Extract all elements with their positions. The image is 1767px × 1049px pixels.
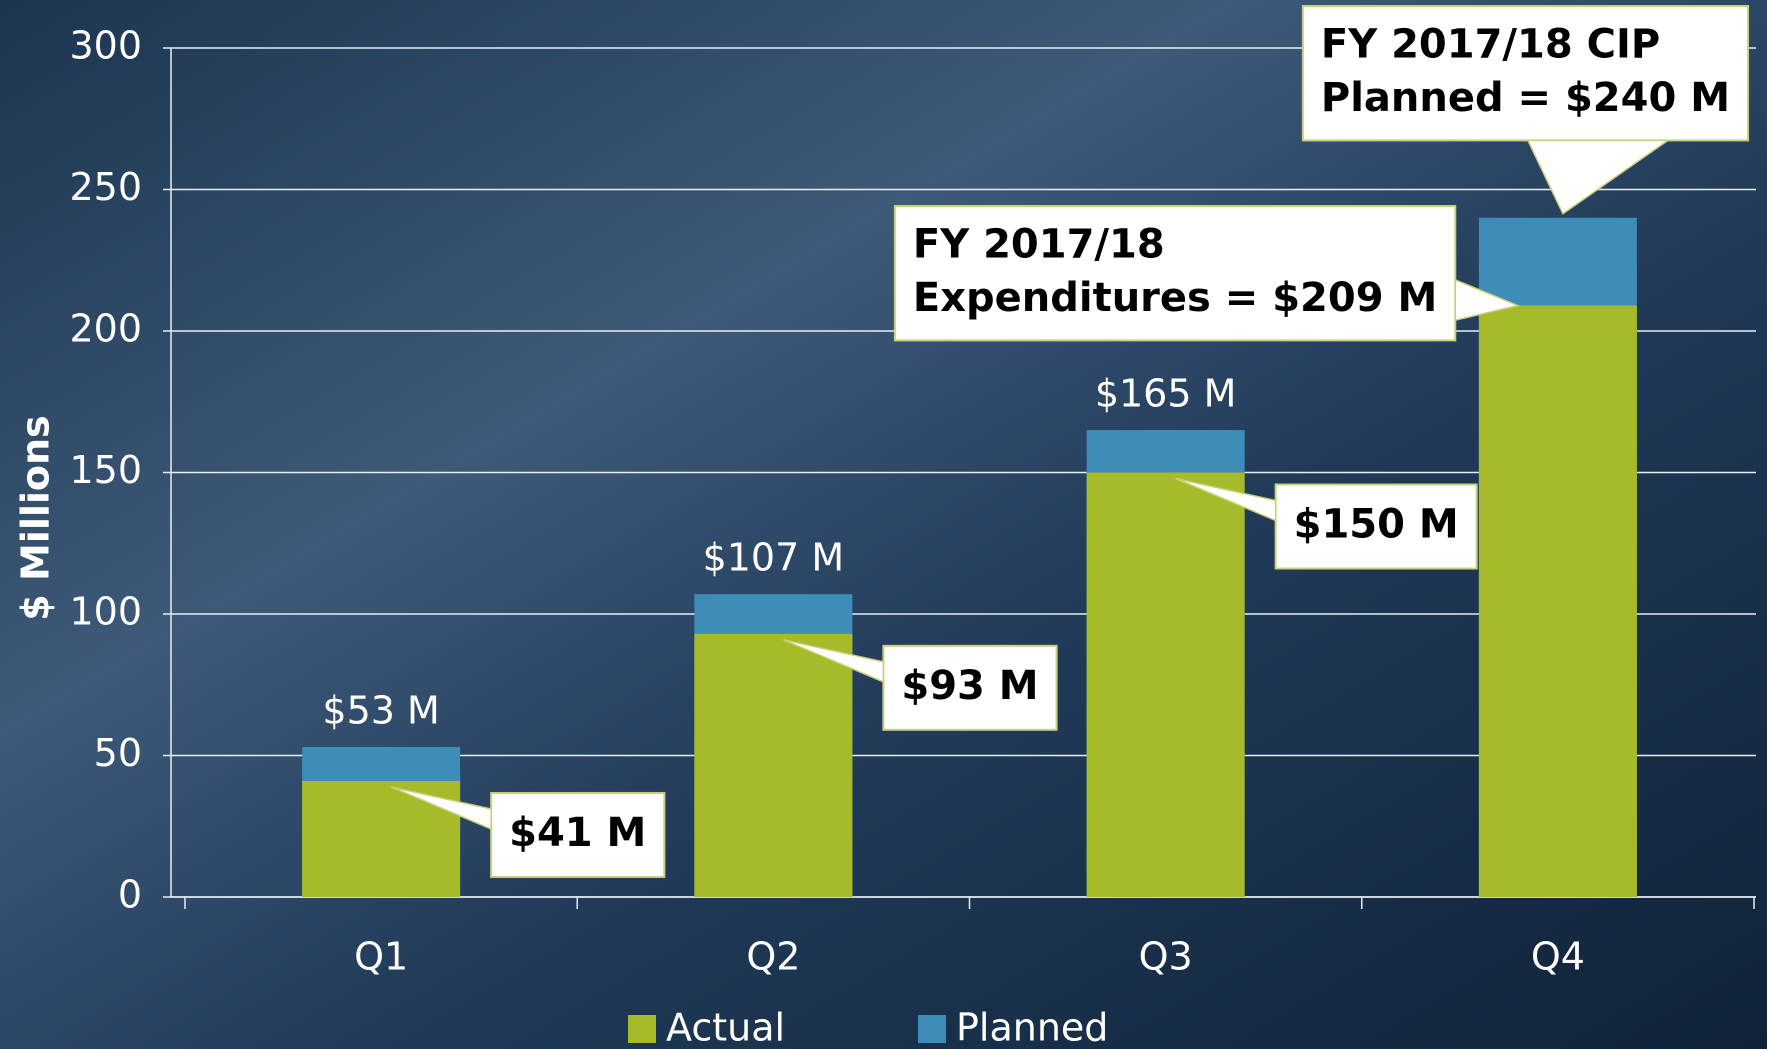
y-tick-label: 250 [69,165,142,209]
legend-swatch [628,1015,656,1043]
callout-text: Planned = $240 M [1321,75,1730,121]
callout-pointer [1175,477,1277,522]
callout-text: $41 M [509,810,646,856]
bar [694,633,853,897]
value-callout: $41 M [390,786,666,878]
callout-text: FY 2017/18 [913,222,1165,268]
callout-pointer [390,786,492,831]
y-tick-label: 200 [69,307,142,351]
value-callout: $150 M [1175,477,1478,570]
x-tick-label: Q2 [746,935,800,979]
x-tick-label: Q3 [1139,935,1193,979]
value-label: $107 M [703,536,845,580]
callout-pointer [783,639,885,683]
y-tick-label: 300 [69,24,142,68]
callout-pointer [1454,278,1521,322]
legend-label: Actual [666,1006,785,1049]
callout-text: Expenditures = $209 M [913,275,1437,321]
annotation-callout: FY 2017/18 CIP Planned = $240 M [1301,5,1750,215]
callout-box [1301,5,1750,142]
bar [1478,305,1637,897]
x-tick-label: Q1 [354,935,408,979]
legend-label: Planned [956,1006,1108,1049]
callout-text: $150 M [1294,502,1459,548]
x-tick-label: Q4 [1531,935,1585,979]
value-label: $165 M [1095,372,1237,416]
legend-swatch [918,1015,946,1043]
bar [1086,472,1245,897]
y-tick-label: 0 [118,873,142,917]
y-tick-label: 100 [69,590,142,634]
callout-box [882,644,1058,731]
callout-box [1274,483,1478,570]
annotation-callout: FY 2017/18 Expenditures = $209 M [893,205,1521,342]
y-axis-label: $ Millions [14,415,58,620]
y-tick-label: 150 [69,448,142,492]
value-callout: $93 M [783,639,1058,731]
callout-text: FY 2017/18 CIP [1321,22,1660,68]
value-label: $53 M [322,689,439,733]
callout-box [490,791,666,878]
callout-box [893,205,1457,342]
y-tick-label: 50 [94,731,142,775]
callout-pointer [1526,139,1671,215]
callout-text: $93 M [901,663,1038,709]
